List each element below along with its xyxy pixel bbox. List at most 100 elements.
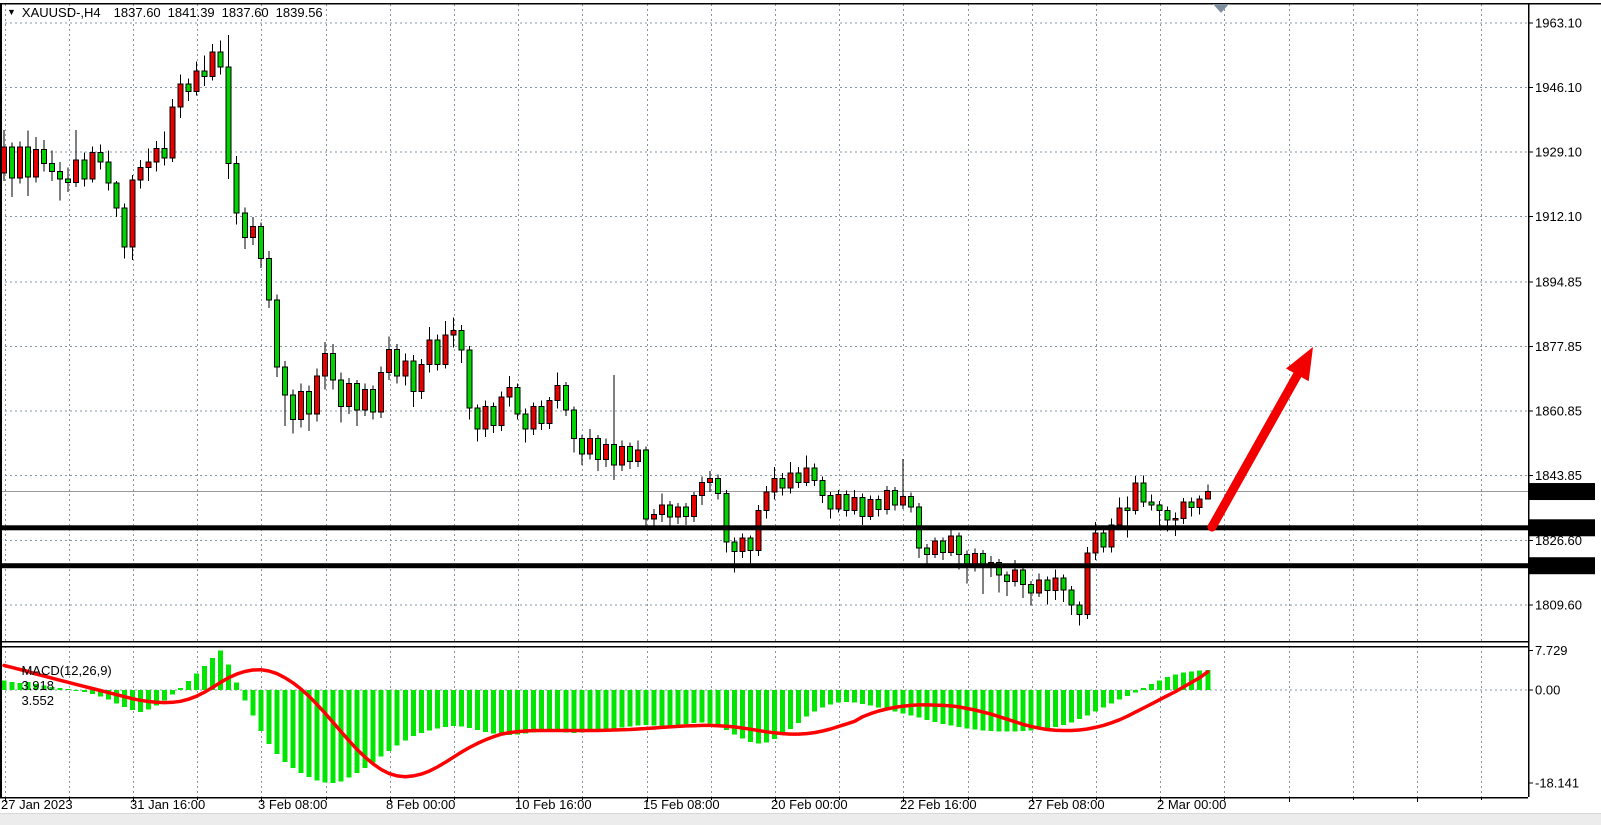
- macd-bar: [386, 690, 392, 752]
- bull-candle: [418, 364, 425, 392]
- macd-bar: [1133, 690, 1139, 693]
- macd-bar: [507, 690, 513, 736]
- macd-bar: [17, 682, 23, 690]
- macd-main-value: 3.918: [21, 678, 54, 693]
- bull-candle: [129, 179, 136, 248]
- macd-bar: [988, 690, 994, 732]
- low-value: 1837.60: [221, 5, 269, 20]
- macd-bar: [844, 690, 850, 702]
- support-level-line[interactable]: [0, 563, 1528, 569]
- macd-bar: [65, 688, 71, 690]
- bear-candle: [1020, 569, 1027, 586]
- macd-bar: [1125, 690, 1130, 697]
- bull-candle: [1, 146, 7, 174]
- bear-candle: [201, 70, 208, 77]
- bear-candle: [1028, 584, 1035, 594]
- bear-candle: [9, 146, 16, 179]
- macd-indicator-label: MACD(12,26,9) 3.918 3.552: [7, 648, 112, 723]
- bear-candle: [683, 506, 690, 517]
- bull-candle: [322, 352, 328, 377]
- bear-candle: [939, 540, 946, 553]
- bull-candle: [947, 535, 954, 553]
- price-tick-label: 1946.10: [1535, 80, 1582, 95]
- support-level-line[interactable]: [0, 525, 1528, 531]
- time-tick-label: 27 Feb 08:00: [1028, 797, 1105, 812]
- macd-signal-line[interactable]: [2, 663, 1210, 779]
- macd-bar: [611, 690, 617, 729]
- bull-candle: [169, 106, 176, 159]
- macd-bar: [980, 690, 986, 731]
- macd-bar: [820, 690, 826, 708]
- macd-params-label: MACD(12,26,9): [21, 663, 112, 678]
- bear-candle: [370, 388, 377, 413]
- bear-candle: [281, 366, 288, 396]
- macd-bar: [659, 690, 665, 727]
- time-tick-label: 20 Feb 00:00: [771, 797, 848, 812]
- bear-candle: [819, 479, 826, 497]
- price-tick-label: 1877.85: [1535, 339, 1582, 354]
- macd-bar: [651, 690, 657, 726]
- macd-bar: [1036, 690, 1042, 730]
- bull-candle: [177, 83, 184, 108]
- macd-bar: [1020, 690, 1026, 732]
- macd-bar: [531, 690, 537, 733]
- bear-candle: [562, 385, 569, 411]
- bear-candle: [923, 547, 930, 555]
- scroll-to-end-marker[interactable]: [1213, 4, 1229, 13]
- price-badge-label: 1839.56: [1535, 484, 1582, 499]
- macd-histogram-series[interactable]: [1, 650, 1211, 784]
- price-tick-label: 1809.60: [1535, 598, 1582, 613]
- time-axis[interactable]: 27 Jan 2023 31 Jan 16:00 3 Feb 08:00 8 Feb …: [1, 797, 1482, 812]
- bull-candle: [867, 498, 874, 517]
- bear-candle: [747, 537, 754, 552]
- bull-candle: [33, 148, 40, 178]
- bull-candle: [675, 506, 682, 518]
- macd-bar: [218, 650, 224, 690]
- bear-candle: [25, 146, 32, 178]
- bull-candle: [787, 472, 794, 489]
- macd-bar: [603, 690, 609, 730]
- bear-candle: [105, 161, 112, 184]
- price-tick-label: 1843.85: [1535, 468, 1582, 483]
- macd-bar: [1052, 690, 1058, 727]
- bear-candle: [1148, 501, 1155, 506]
- macd-bar: [723, 690, 729, 731]
- candlestick-series[interactable]: [1, 35, 1211, 626]
- macd-bar: [33, 683, 39, 690]
- macd-bar: [153, 690, 159, 706]
- bear-candle: [996, 562, 1003, 576]
- bear-candle: [1140, 482, 1147, 503]
- macd-bar: [378, 690, 384, 757]
- macd-bar: [884, 690, 890, 710]
- bear-candle: [715, 477, 722, 495]
- bull-candle: [530, 405, 537, 430]
- macd-bar: [1165, 677, 1171, 690]
- bear-candle: [779, 477, 786, 489]
- macd-bar: [860, 690, 866, 704]
- macd-bar: [868, 690, 874, 706]
- bull-candle: [297, 390, 304, 421]
- bull-candle: [193, 70, 200, 93]
- bear-candle: [474, 407, 481, 430]
- macd-bar: [234, 682, 240, 690]
- macd-bar: [667, 690, 673, 726]
- bull-candle: [739, 537, 746, 552]
- macd-bar: [779, 690, 785, 735]
- bear-candle: [113, 182, 120, 209]
- macd-bar: [258, 690, 264, 732]
- trend-arrow[interactable]: [1207, 347, 1313, 532]
- bear-candle: [1124, 507, 1131, 511]
- macd-bar: [330, 690, 336, 784]
- bear-candle: [354, 383, 361, 411]
- bear-candle: [731, 541, 738, 552]
- macd-bar: [900, 690, 906, 714]
- macd-bar: [346, 690, 352, 778]
- bull-candle: [450, 330, 457, 336]
- macd-bar: [1149, 683, 1155, 690]
- macd-bar: [828, 690, 834, 705]
- bull-candle: [763, 491, 770, 512]
- macd-bar: [1004, 690, 1010, 732]
- symbol-dropdown-icon[interactable]: ▼: [7, 7, 16, 17]
- bull-candle: [402, 360, 409, 377]
